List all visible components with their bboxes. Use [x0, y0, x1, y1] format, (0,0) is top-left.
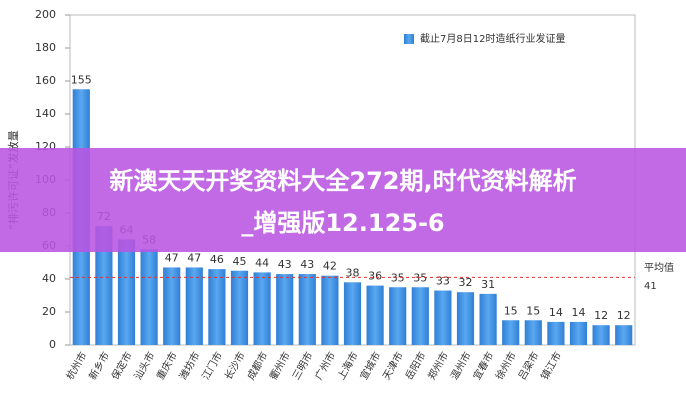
bar — [95, 226, 113, 345]
y-tick-label: 140 — [35, 107, 56, 120]
bar — [298, 274, 316, 345]
value-label: 15 — [504, 304, 518, 317]
x-tick-label: 长沙市 — [221, 350, 247, 382]
x-tick-label: 重庆市 — [154, 350, 180, 382]
x-tick-label: 岳阳市 — [402, 350, 428, 382]
bar — [276, 274, 294, 345]
x-tick-label: 郑州市 — [425, 350, 451, 382]
x-tick-label: 温州市 — [447, 350, 473, 382]
bar — [140, 249, 158, 345]
banner-text: _增强版12.125-6 — [241, 209, 444, 237]
bar — [479, 293, 497, 345]
value-label: 43 — [300, 258, 314, 271]
x-tick-label: 宜春市 — [470, 349, 496, 381]
x-tick-label: 汕头市 — [131, 350, 157, 382]
x-tick-label: 镇江市 — [538, 350, 564, 382]
value-label: 38 — [346, 266, 360, 279]
legend-swatch — [404, 34, 414, 44]
bar — [592, 325, 610, 345]
value-label: 12 — [594, 309, 608, 322]
x-tick-label: 成都市 — [244, 350, 270, 382]
y-tick-label: 0 — [49, 338, 56, 351]
bar — [321, 275, 339, 345]
bar — [185, 267, 203, 345]
bar — [230, 270, 249, 345]
x-tick-label: 徐州市 — [493, 350, 519, 382]
value-label: 47 — [165, 251, 179, 264]
bar — [615, 325, 633, 345]
bar — [547, 321, 565, 345]
x-tick-label: 上海市 — [334, 350, 360, 382]
bar — [389, 287, 407, 345]
value-label: 15 — [526, 304, 540, 317]
value-label: 35 — [391, 271, 405, 284]
value-label: 14 — [572, 306, 586, 319]
y-tick-label: 160 — [35, 74, 56, 87]
y-tick-label: 180 — [35, 41, 56, 54]
bar — [524, 320, 542, 345]
bar — [366, 285, 384, 345]
value-label: 47 — [187, 251, 201, 264]
value-label: 43 — [278, 258, 292, 271]
bar — [456, 292, 475, 345]
bar — [117, 239, 136, 345]
value-label: 45 — [233, 255, 247, 268]
bar — [502, 320, 520, 345]
bar — [208, 269, 226, 345]
x-tick-label: 潍坊市 — [176, 350, 202, 382]
average-label: 平均值 — [644, 261, 674, 274]
x-tick-label: 衢州市 — [267, 350, 293, 382]
x-tick-label: 杭州市 — [63, 350, 89, 382]
value-label: 36 — [368, 270, 382, 283]
x-tick-label: 广州市 — [312, 350, 338, 382]
y-tick-label: 20 — [42, 305, 56, 318]
value-label: 44 — [255, 256, 269, 269]
bar — [343, 282, 362, 345]
x-tick-label: 宣城市 — [357, 350, 383, 382]
y-tick-label: 40 — [42, 272, 56, 285]
value-label: 46 — [210, 253, 224, 266]
value-label: 42 — [323, 260, 337, 273]
bar — [569, 321, 588, 345]
value-label: 14 — [549, 306, 563, 319]
banner-text: 新澳天天开奖资料大全272期,时代资料解析 — [109, 167, 576, 195]
banner — [0, 148, 686, 252]
x-tick-label: 吕梁市 — [515, 350, 541, 382]
value-label: 155 — [71, 73, 92, 86]
average-value: 41 — [644, 281, 657, 292]
x-tick-label: 三明市 — [289, 350, 315, 382]
bar — [163, 267, 181, 345]
x-tick-label: 保定市 — [108, 350, 134, 382]
bar — [253, 272, 271, 345]
value-label: 31 — [481, 278, 495, 291]
x-tick-label: 天津市 — [380, 350, 406, 382]
legend-label: 截止7月8日12时造纸行业发证量 — [420, 32, 565, 45]
x-tick-label: 江门市 — [199, 350, 225, 382]
value-label: 33 — [436, 275, 450, 288]
x-tick-label: 新乡市 — [86, 350, 112, 382]
bar — [411, 287, 429, 345]
value-label: 12 — [617, 309, 631, 322]
y-tick-label: 200 — [35, 8, 56, 21]
value-label: 32 — [459, 276, 473, 289]
bar — [434, 290, 452, 345]
